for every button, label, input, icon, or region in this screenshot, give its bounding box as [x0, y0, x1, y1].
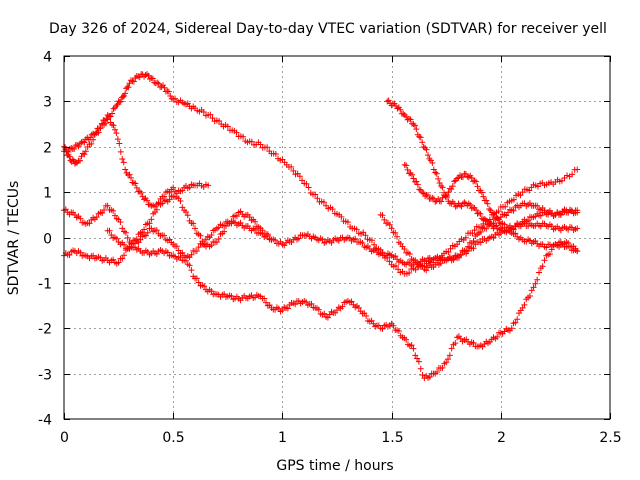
data-point [422, 193, 428, 199]
data-point [426, 156, 432, 162]
x-tick-label: 1.5 [381, 430, 403, 446]
data-point [475, 183, 481, 189]
data-point [140, 194, 146, 200]
y-tick-label: 1 [43, 186, 52, 202]
data-point [472, 178, 478, 184]
data-point [408, 116, 414, 122]
data-point [432, 199, 438, 205]
x-axis-label: GPS time / hours [276, 458, 393, 474]
y-tick-label: -3 [38, 368, 52, 384]
data-point [137, 74, 143, 80]
data-point [432, 169, 438, 175]
data-point [428, 157, 434, 163]
y-tick-label: 0 [43, 232, 52, 248]
data-point [166, 89, 172, 95]
y-tick-label: -4 [38, 413, 52, 429]
data-point [403, 162, 409, 168]
data-point [111, 106, 117, 112]
x-tick-label: 1 [278, 430, 287, 446]
data-point [121, 159, 127, 165]
data-point [440, 184, 446, 190]
data-point [467, 202, 473, 208]
data-point [429, 160, 435, 166]
data-point [111, 122, 117, 128]
data-point [386, 97, 392, 103]
y-tick-label: 4 [43, 50, 52, 66]
data-point [437, 180, 443, 186]
data-point [71, 146, 77, 152]
data-point [137, 188, 143, 194]
data-point [461, 199, 467, 205]
data-point [486, 206, 492, 212]
data-point [112, 127, 118, 133]
y-tick-label: -1 [38, 277, 52, 293]
data-point [134, 185, 140, 191]
data-point [458, 203, 464, 209]
data-point [445, 189, 451, 195]
data-point [113, 130, 119, 136]
data-point [122, 166, 128, 172]
data-point [473, 179, 479, 185]
data-point [413, 178, 419, 184]
data-point [150, 76, 156, 82]
data-point [76, 143, 82, 149]
data-point [419, 139, 425, 145]
data-point [476, 210, 482, 216]
data-point [410, 176, 416, 182]
data-point [127, 172, 133, 178]
x-tick-label: 0 [60, 430, 69, 446]
data-point [405, 167, 411, 173]
data-point [154, 80, 160, 86]
x-tick-label: 2 [497, 430, 506, 446]
data-point [425, 152, 431, 158]
chart-title: Day 326 of 2024, Sidereal Day-to-day VTE… [49, 21, 607, 37]
data-point [400, 111, 406, 117]
data-point [416, 186, 422, 192]
data-point [118, 149, 124, 155]
data-point [115, 136, 121, 142]
data-point [413, 126, 419, 132]
data-point [466, 174, 472, 180]
data-point [128, 175, 134, 181]
data-point [418, 366, 424, 372]
data-point [451, 178, 457, 184]
data-point [429, 195, 435, 201]
x-tick-label: 0.5 [162, 430, 184, 446]
data-point [156, 81, 162, 87]
y-tick-label: -2 [38, 322, 52, 338]
data-points [61, 71, 580, 381]
data-point [415, 182, 421, 188]
sdtvar-chart: Day 326 of 2024, Sidereal Day-to-day VTE… [0, 0, 640, 480]
y-tick-label: 3 [43, 95, 52, 111]
data-point [431, 166, 437, 172]
data-point [435, 176, 441, 182]
data-point [485, 201, 491, 207]
data-point [434, 171, 440, 177]
data-point [119, 156, 125, 162]
data-point [477, 211, 483, 217]
y-axis-label: SDTVAR / TECUs [6, 181, 22, 296]
data-point [394, 106, 400, 112]
data-point [116, 140, 122, 146]
y-tick-label: 2 [43, 141, 52, 157]
data-point [138, 190, 144, 196]
data-point [448, 186, 454, 192]
data-point [453, 204, 459, 210]
data-point [418, 134, 424, 140]
data-point [74, 142, 80, 148]
data-point [141, 196, 147, 202]
x-tick-label: 2.5 [599, 430, 621, 446]
data-point [132, 181, 138, 187]
data-point [480, 194, 486, 200]
data-point [483, 197, 489, 203]
data-point [438, 183, 444, 189]
